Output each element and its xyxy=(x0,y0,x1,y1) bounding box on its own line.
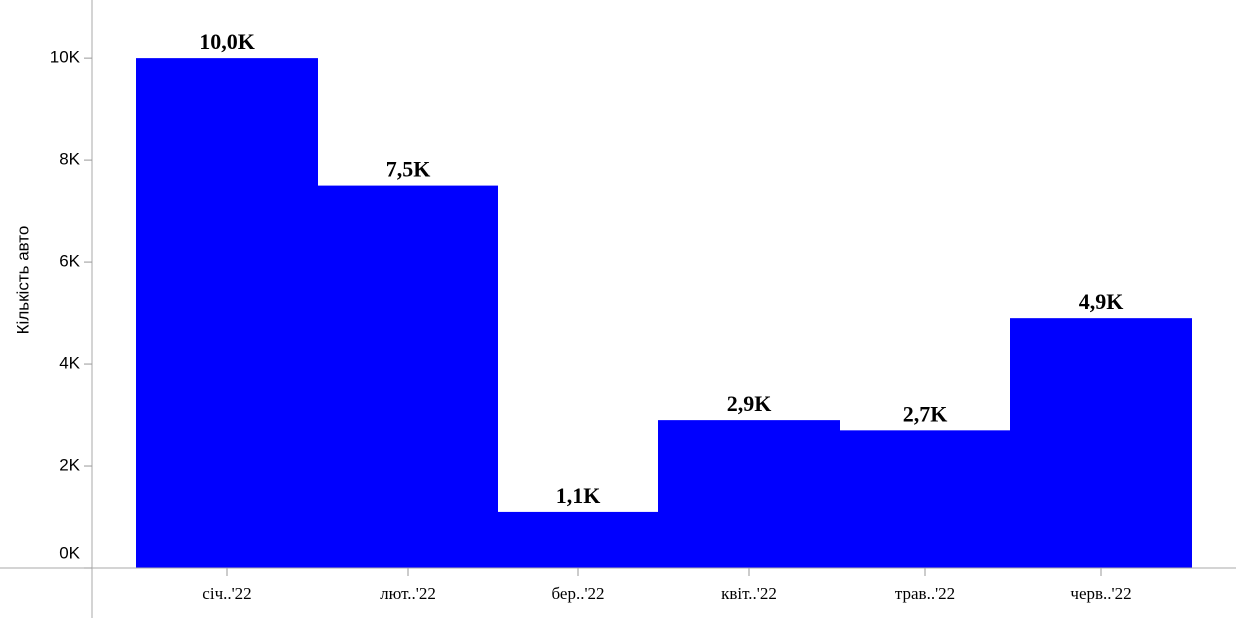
value-label: 7,5K xyxy=(386,157,431,182)
x-tick-label: квіт..'22 xyxy=(721,584,777,603)
y-tick-label: 2K xyxy=(59,456,80,475)
x-tick-label: лют..'22 xyxy=(380,584,436,603)
x-tick-label: січ..'22 xyxy=(202,584,251,603)
x-tick-label: трав..'22 xyxy=(895,584,955,603)
y-tick-label: 4K xyxy=(59,354,80,373)
bar xyxy=(1010,318,1192,568)
value-label: 2,7K xyxy=(903,401,948,426)
x-tick-label: черв..'22 xyxy=(1070,584,1131,603)
bar xyxy=(840,430,1010,568)
value-label: 10,0K xyxy=(199,29,255,54)
y-axis-label: Кількість авто xyxy=(13,226,32,335)
value-label: 1,1K xyxy=(556,483,601,508)
bar xyxy=(136,58,318,568)
y-tick-label: 6K xyxy=(59,252,80,271)
y-tick-label: 10K xyxy=(50,48,81,67)
y-tick-label: 8K xyxy=(59,150,80,169)
bar xyxy=(658,420,840,568)
x-tick-label: бер..'22 xyxy=(551,584,604,603)
y-tick-label: 0K xyxy=(59,543,80,562)
bar xyxy=(498,511,658,568)
bar xyxy=(318,185,498,569)
value-label: 2,9K xyxy=(727,391,772,416)
value-label: 4,9K xyxy=(1079,289,1124,314)
